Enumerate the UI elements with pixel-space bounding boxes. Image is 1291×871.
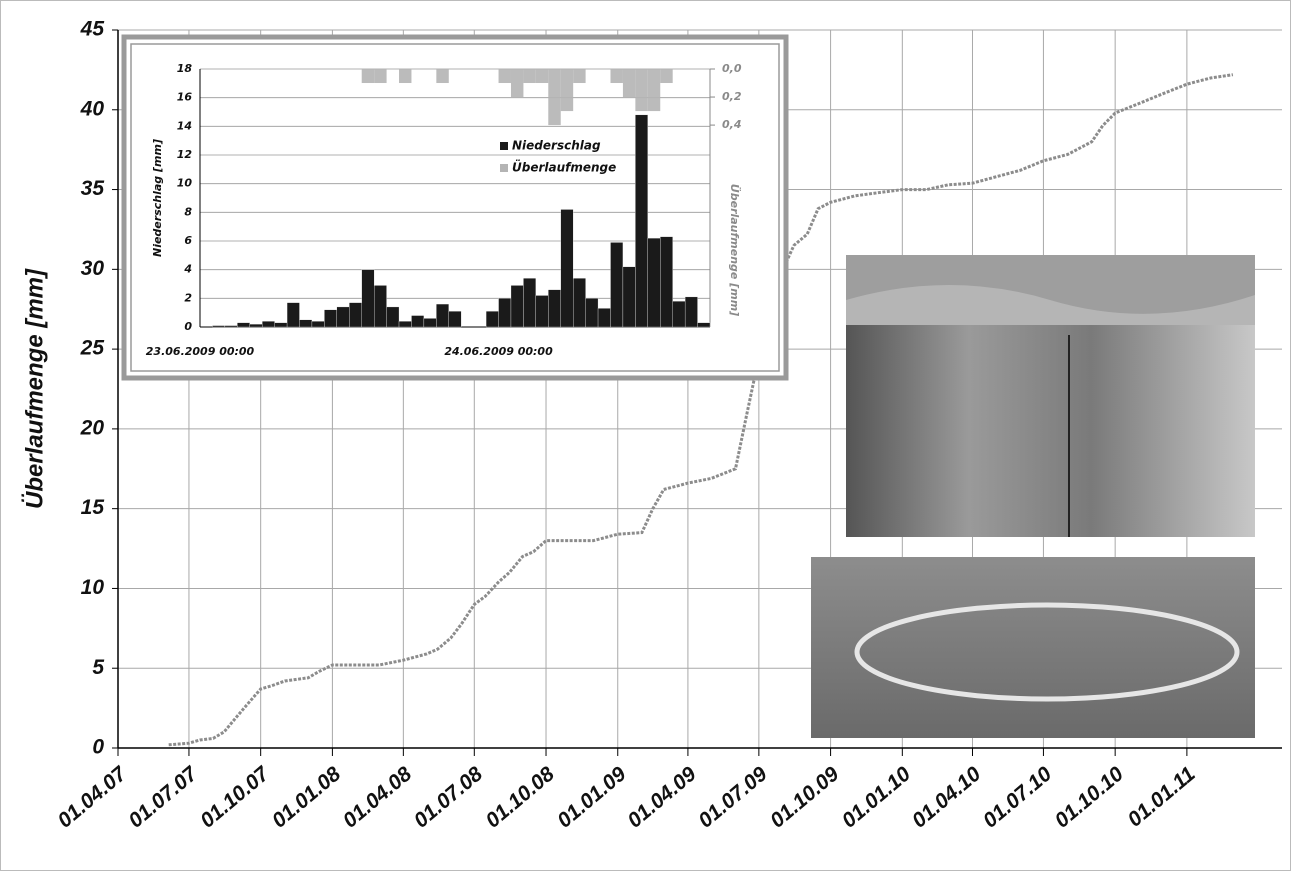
bar (660, 69, 672, 83)
bar (610, 69, 622, 83)
bar (635, 69, 647, 111)
x-tick-label: 23.06.2009 00:00 (146, 345, 255, 358)
bar (573, 69, 585, 83)
y-tick-label: 10 (177, 177, 193, 190)
bar (523, 69, 535, 83)
bar (511, 69, 523, 97)
y-axis-label: Überlaufmenge [mm] (21, 268, 48, 509)
y-tick-label: 0 (184, 320, 192, 333)
y-tick-label: 45 (80, 18, 105, 41)
y2-tick-label: 0,2 (722, 90, 742, 103)
y2-axis-label: Überlaufmenge [mm] (728, 184, 742, 316)
bar (300, 320, 312, 327)
bar (436, 304, 448, 327)
y-tick-label: 16 (177, 91, 193, 104)
bar (374, 285, 386, 327)
bar (287, 303, 299, 327)
bar (225, 326, 237, 327)
bar (349, 303, 361, 327)
bar (648, 238, 660, 327)
legend-label: Niederschlag (512, 139, 601, 153)
bar (685, 297, 697, 327)
bar (411, 316, 423, 327)
bar (536, 295, 548, 327)
legend-swatch (500, 142, 508, 150)
bar (548, 69, 560, 125)
bar (250, 324, 262, 327)
bar (362, 270, 374, 327)
bar (586, 298, 598, 327)
bar (635, 115, 647, 327)
inset-chart: 0 2 4 6 8 10 12 14 16 18 0,0 0,2 0,4 Niederschlag [mm… (124, 37, 786, 378)
bar (598, 308, 610, 327)
y2-tick-label: 0,0 (722, 62, 742, 75)
bar (449, 311, 461, 327)
y-axis-label: Niederschlag [mm] (151, 139, 164, 257)
bar (324, 310, 336, 327)
y-tick-label: 6 (184, 234, 192, 247)
y-tick-label: 12 (177, 148, 193, 161)
bar (362, 69, 374, 83)
bar (660, 237, 672, 327)
y-tick-label: 40 (80, 97, 105, 120)
bar (399, 321, 411, 327)
y-tick-label: 15 (81, 496, 105, 519)
bar (275, 323, 287, 327)
y-tick-label: 10 (81, 576, 105, 599)
chart: 05101520253035404501.04.0701.07.0701.10.… (0, 0, 1291, 871)
bar (673, 301, 685, 327)
photos (811, 255, 1255, 738)
bar (536, 69, 548, 83)
y-tick-label: 8 (184, 205, 192, 218)
bar (623, 267, 635, 327)
y2-tick-label: 0,4 (722, 118, 742, 131)
y-tick-label: 2 (184, 291, 192, 304)
bar (337, 307, 349, 327)
bar (698, 323, 710, 327)
bar (623, 69, 635, 97)
bar (499, 298, 511, 327)
bar (523, 278, 535, 327)
bar (648, 69, 660, 111)
x-tick-label: 24.06.2009 00:00 (444, 345, 553, 358)
bar (610, 242, 622, 327)
bar (436, 69, 448, 83)
bar (212, 326, 224, 327)
y-tick-label: 4 (183, 263, 192, 276)
y-tick-label: 30 (81, 257, 105, 280)
bar (237, 323, 249, 327)
bar (262, 321, 274, 327)
bar (374, 69, 386, 83)
y-tick-label: 20 (80, 416, 105, 439)
bar (511, 285, 523, 327)
bar (548, 290, 560, 327)
bar (561, 209, 573, 327)
bar (561, 69, 573, 111)
y-tick-label: 18 (177, 62, 193, 75)
legend-swatch (500, 164, 508, 172)
photo-soil (811, 557, 1255, 738)
y-tick-label: 5 (92, 656, 104, 679)
legend-label: Überlaufmenge (512, 160, 616, 175)
bar (486, 311, 498, 327)
y-tick-label: 25 (80, 337, 105, 360)
bar (499, 69, 511, 83)
bar (424, 318, 436, 327)
bar (573, 278, 585, 327)
bar (399, 69, 411, 83)
y-tick-label: 14 (177, 119, 192, 132)
bar (387, 307, 399, 327)
bar (312, 321, 324, 327)
y-tick-label: 0 (92, 736, 104, 759)
y-tick-label: 35 (81, 177, 105, 200)
